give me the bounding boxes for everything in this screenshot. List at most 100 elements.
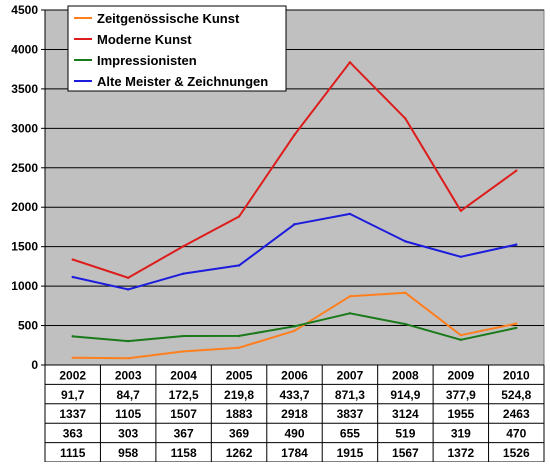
data-point [237, 334, 241, 338]
table-cell: 1372 [447, 446, 474, 460]
y-tick-label: 1000 [11, 279, 38, 293]
table-cell: 1883 [226, 407, 253, 421]
table-cell: 3124 [392, 407, 419, 421]
table-cell: 172,5 [169, 388, 199, 402]
table-cell: 367 [174, 427, 194, 441]
data-point [237, 264, 241, 267]
table-cell: 303 [118, 427, 138, 441]
data-point [71, 356, 74, 359]
legend-entry: Moderne Kunst [97, 32, 192, 47]
x-tick-label: 2008 [392, 368, 419, 382]
data-point [348, 312, 352, 315]
x-tick-label: 2003 [115, 368, 142, 382]
table-cell: 363 [63, 427, 83, 441]
data-point [126, 357, 130, 360]
data-point [404, 291, 407, 295]
data-point [515, 169, 518, 172]
y-tick-label: 4000 [11, 42, 38, 56]
data-point [348, 61, 352, 64]
table-cell: 1337 [59, 407, 86, 421]
data-point [404, 322, 407, 326]
data-point [459, 338, 463, 342]
x-tick-label: 2007 [337, 368, 364, 382]
table-cell: 369 [229, 427, 249, 441]
table-cell: 2918 [281, 407, 308, 421]
table-cell: 1105 [115, 407, 141, 421]
data-point [515, 326, 518, 330]
data-point [348, 295, 352, 298]
data-point [71, 335, 74, 338]
data-point [182, 244, 185, 248]
y-tick-label: 3000 [11, 121, 38, 135]
y-tick-label: 2000 [11, 200, 38, 214]
table-cell: 1784 [281, 446, 308, 460]
y-tick-label: 1500 [11, 240, 38, 254]
x-tick-label: 2006 [281, 368, 308, 382]
table-cell: 470 [506, 427, 526, 441]
table-cell: 433,7 [279, 388, 309, 402]
table-cell: 1262 [226, 446, 253, 460]
data-point [237, 215, 241, 218]
series-lines [71, 61, 518, 360]
table-cell: 1115 [60, 446, 86, 460]
data-point [71, 275, 74, 279]
data-point [459, 333, 463, 337]
table-cell: 1526 [503, 446, 530, 460]
data-point [126, 288, 130, 291]
y-tick-label: 3500 [11, 82, 38, 96]
data-point [515, 322, 518, 325]
x-tick-label: 2010 [503, 368, 530, 382]
table-cell: 655 [340, 427, 360, 441]
legend: Zeitgenössische Kunst Moderne Kunst Impres… [67, 5, 287, 92]
data-point [126, 276, 130, 280]
x-tick-label: 2005 [226, 368, 253, 382]
legend-entry: Alte Meister & Zeichnungen [97, 74, 268, 89]
data-point [71, 258, 74, 261]
table-cell: 524,8 [501, 388, 531, 402]
data-point [182, 272, 185, 275]
legend-box [67, 5, 287, 92]
table-cell: 3837 [337, 407, 364, 421]
data-table: 2002 2003 2004 2005 2006 2007 2008 2009 2010 91,7… [44, 364, 545, 463]
data-point [126, 339, 130, 343]
data-point [293, 133, 296, 137]
table-cell: 219,8 [224, 388, 254, 402]
y-tick-label: 500 [18, 319, 38, 333]
data-point [404, 117, 407, 120]
data-point [293, 329, 296, 332]
y-axis: 0 500 1000 1500 2000 2500 3000 3500 4000 4500 [11, 3, 46, 372]
table-cell: 914,9 [390, 388, 420, 402]
table-cell: 1915 [337, 446, 364, 460]
data-point [404, 240, 407, 243]
data-point [293, 223, 296, 226]
data-point [237, 346, 241, 349]
table-cell: 1507 [170, 407, 197, 421]
y-tick-label: 4500 [11, 3, 38, 17]
data-point [515, 243, 518, 246]
legend-entry: Zeitgenössische Kunst [97, 11, 240, 26]
table-cell: 490 [284, 427, 304, 441]
table-cell: 2463 [503, 407, 530, 421]
table-cell: 1567 [392, 446, 419, 460]
table-cell: 958 [118, 446, 138, 460]
table-cell: 519 [395, 427, 415, 441]
data-point [348, 212, 352, 216]
data-point [182, 350, 185, 353]
y-tick-label: 2500 [11, 161, 38, 175]
data-point [182, 334, 185, 338]
x-tick-label: 2004 [170, 368, 197, 382]
table-cell: 91,7 [61, 388, 85, 402]
x-tick-label: 2002 [59, 368, 86, 382]
table-cell: 1955 [447, 407, 474, 421]
table-cell: 871,3 [335, 388, 365, 402]
table-cell: 1158 [171, 446, 197, 460]
table-cell: 319 [451, 427, 471, 441]
x-tick-label: 2009 [447, 368, 474, 382]
data-point [459, 255, 463, 258]
data-point [459, 209, 463, 212]
legend-entry: Impressionisten [97, 53, 197, 68]
table-cell: 84,7 [116, 388, 140, 402]
table-cell: 377,9 [446, 388, 476, 402]
